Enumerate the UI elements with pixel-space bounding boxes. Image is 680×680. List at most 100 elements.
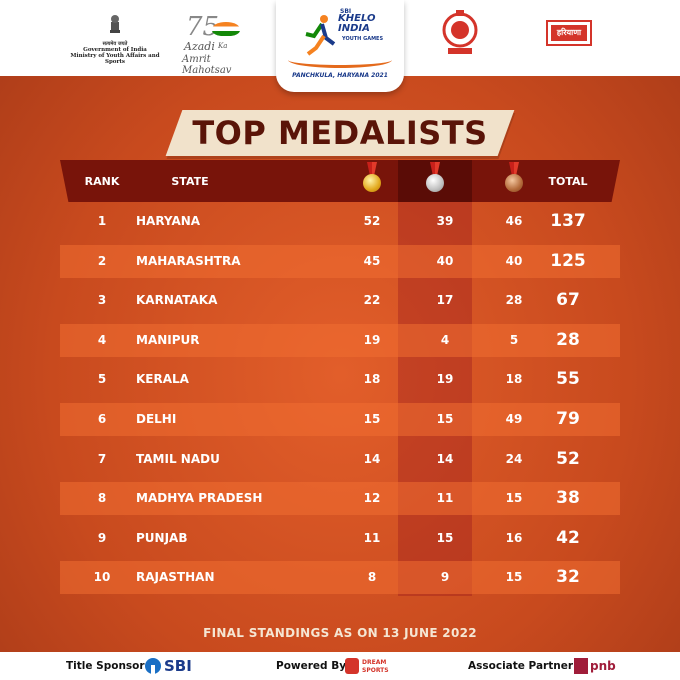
rank-cell: 6 [97,411,107,426]
azadi-ka-amrit-mahotsav-logo: 75 Azadi Ka Amrit Mahotsav [172,12,262,76]
gold-cell: 12 [363,491,381,506]
silver-cell: 15 [436,411,454,426]
bronze-ribbon [509,162,519,176]
table-row: 6 DELHI 15 15 49 79 [60,400,620,440]
rank-cell: 10 [93,570,111,585]
khelo-arc [288,52,392,68]
silver-cell: 11 [436,491,454,506]
khelo-location: PANCHKULA, HARYANA 2021 [292,72,388,79]
silver-header [398,160,472,202]
total-cell: 38 [556,488,580,509]
rank-cell: 1 [97,214,107,228]
total-header: TOTAL [548,175,588,188]
table-row: 8 MADHYA PRADESH 12 11 15 38 [60,479,620,519]
goi-name: Government of India [83,47,147,53]
rank-cell: 7 [97,451,107,466]
state-cell: HARYANA [136,214,201,228]
gold-medal-icon [363,174,381,192]
table-body: 1 HARYANA 52 39 46 137 2 MAHARASHTRA 45 … [60,202,620,598]
sbi-logo-icon [145,658,161,674]
title-sponsor-name: SBI [164,657,192,675]
state-cell: KARNATAKA [136,293,218,308]
aka-mahotsav: Amrit Mahotsav [182,54,232,76]
table-header: RANK STATE TOTAL [60,160,620,202]
rank-cell: 8 [97,491,107,506]
bronze-cell: 16 [505,530,523,545]
powered-by-name: DREAM SPORTS [362,659,389,675]
silver-cell: 15 [436,530,454,545]
total-cell: 125 [550,250,586,271]
total-cell: 28 [556,329,580,350]
bronze-cell: 15 [505,570,523,585]
sponsor-footer: Title Sponsor: SBI Powered By: DREAM SPO… [0,652,680,680]
tricolour-flag-icon [212,22,240,36]
bronze-cell: 40 [505,253,523,268]
silver-cell: 14 [436,451,454,466]
table-row: 10 RAJASTHAN 8 9 15 32 [60,558,620,598]
khelo-title-line2: INDIA [338,23,370,34]
gold-cell: 45 [363,253,381,268]
goi-ministry: Ministry of Youth Affairs and Sports [70,53,160,65]
silver-cell: 4 [440,332,450,347]
rank-header: RANK [84,175,120,188]
state-cell: RAJASTHAN [136,570,215,585]
khelo-india-logo: SBI KHELO INDIA YOUTH GAMES PANCHKULA, H… [276,0,404,92]
rank-cell: 3 [97,293,107,308]
total-cell: 55 [556,369,580,390]
gold-cell: 11 [363,530,381,545]
aka-ka: Ka [218,42,228,50]
khelo-subtitle: YOUTH GAMES [342,36,384,42]
table-row: 2 MAHARASHTRA 45 40 40 125 [60,242,620,282]
gold-header [350,160,394,202]
gold-cell: 52 [363,214,381,228]
total-cell: 32 [556,567,580,588]
khelo-title: KHELO INDIA [338,14,375,34]
associate-partner-name: pnb [590,659,616,673]
bronze-cell: 49 [505,411,523,426]
bronze-cell: 24 [505,451,523,466]
associate-partner-label: Associate Partner: [468,660,578,672]
gold-cell: 18 [363,372,381,387]
total-cell: 137 [550,211,586,231]
pnb-logo-icon [574,658,588,674]
haryana-logo: हरियाणा [546,20,592,46]
total-cell: 67 [556,290,580,311]
silver-cell: 19 [436,372,454,387]
silver-cell: 39 [436,214,454,228]
powered-by-label: Powered By: [276,660,351,672]
khelo-sponsor: SBI [340,8,352,15]
state-cell: PUNJAB [136,530,188,545]
goi-motto: सत्यमेव जयते [102,41,128,47]
table-row: 3 KARNATAKA 22 17 28 67 [60,281,620,321]
total-cell: 79 [556,408,580,429]
standings-note: FINAL STANDINGS AS ON 13 JUNE 2022 [203,626,477,640]
bronze-cell: 5 [509,332,519,347]
dream-sports-logo-icon [345,658,359,674]
silver-cell: 17 [436,293,454,308]
silver-column-highlight [398,160,472,596]
gold-cell: 8 [367,570,377,585]
table-row: 4 MANIPUR 19 4 5 28 [60,321,620,361]
national-emblem-icon [110,15,120,33]
rank-cell: 4 [97,332,107,347]
table-row: 9 PUNJAB 11 15 16 42 [60,519,620,559]
rank-cell: 2 [97,253,107,268]
haryana-logo-text: हरियाणा [551,25,587,41]
silver-medal-icon [426,174,444,192]
haryana-state-emblem [440,8,480,60]
state-cell: MANIPUR [136,332,200,347]
title-sponsor-label: Title Sponsor: [66,660,149,672]
government-of-india-logo: सत्यमेव जयते Government of India Ministr… [60,12,170,65]
table-row: 5 KERALA 18 19 18 55 [60,360,620,400]
state-cell: MAHARASHTRA [136,253,241,268]
silver-ribbon [430,162,440,176]
khelo-title-line1: KHELO [338,13,376,24]
bronze-cell: 15 [505,491,523,506]
bronze-cell: 46 [505,214,523,228]
bronze-medal-icon [505,174,523,192]
bronze-cell: 18 [505,372,523,387]
aka-azadi: Azadi [184,40,215,53]
gold-cell: 14 [363,451,381,466]
bronze-header [492,160,536,202]
total-cell: 52 [556,448,580,469]
